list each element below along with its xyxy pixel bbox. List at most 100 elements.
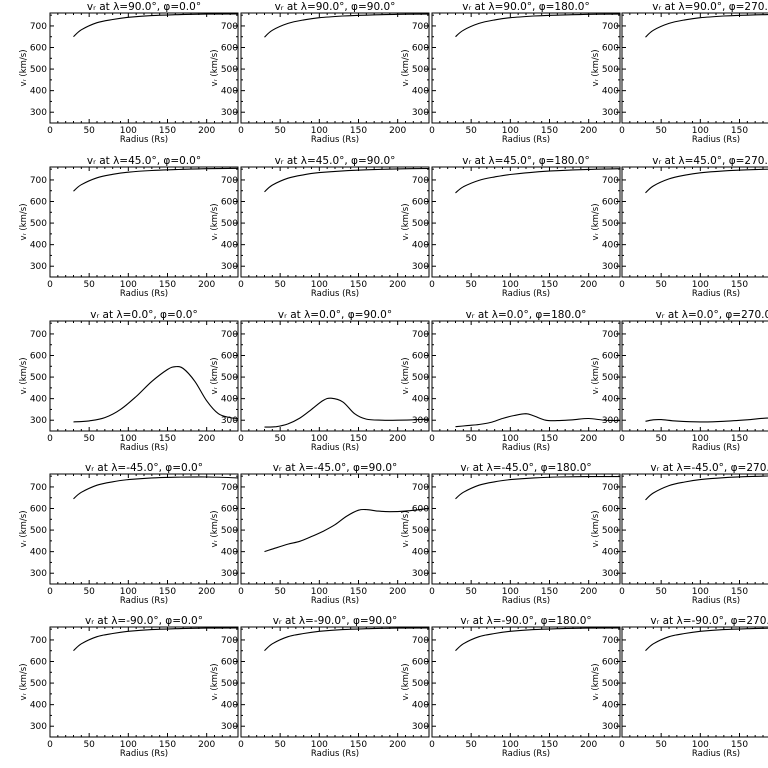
velocity-curve: [73, 476, 239, 500]
y-axis-label: vᵣ (km/s): [401, 357, 411, 394]
x-tick-label: 100: [692, 434, 709, 444]
x-tick-label: 150: [731, 280, 748, 290]
y-tick-label: 500: [602, 679, 619, 689]
velocity-curve: [645, 417, 768, 423]
x-tick-label: 50: [655, 126, 667, 136]
plot-frame: [621, 473, 768, 585]
x-tick-label: 200: [198, 587, 215, 597]
x-tick-label: 50: [274, 280, 286, 290]
y-tick-label: 300: [412, 416, 429, 426]
y-tick-label: 600: [412, 44, 429, 54]
x-tick-label: 200: [389, 587, 406, 597]
x-tick-label: 0: [429, 434, 435, 444]
x-tick-label: 100: [311, 280, 328, 290]
subplot-title: vᵣ at λ=-90.0°, φ=180.0°: [460, 615, 591, 627]
x-tick-label: 100: [311, 740, 328, 750]
x-axis-label: Radius (Rs): [311, 596, 359, 606]
y-axis-label: vᵣ (km/s): [591, 510, 601, 547]
subplot-5-2: vᵣ at λ=-90.0°, φ=90.0° 0 50 100 150 200 300 40…: [210, 615, 430, 759]
x-tick-label: 100: [311, 126, 328, 136]
y-tick-label: 600: [221, 44, 238, 54]
x-tick-label: 0: [429, 280, 435, 290]
x-tick-label: 100: [311, 587, 328, 597]
x-tick-label: 0: [619, 126, 625, 136]
y-tick-label: 400: [221, 241, 238, 251]
y-tick-label: 500: [412, 65, 429, 75]
y-tick-label: 600: [602, 352, 619, 362]
velocity-curve: [264, 627, 430, 652]
x-tick-label: 100: [502, 280, 519, 290]
y-axis-label: vᵣ (km/s): [19, 663, 29, 700]
subplot-title: vᵣ at λ=45.0°, φ=90.0°: [275, 155, 396, 167]
y-tick-label: 700: [30, 176, 47, 186]
x-tick-label: 0: [238, 587, 244, 597]
y-axis-label: vᵣ (km/s): [210, 203, 220, 240]
subplot-title: vᵣ at λ=-45.0°, φ=0.0°: [85, 462, 203, 474]
velocity-curve: [73, 13, 239, 38]
subplot-4-2: vᵣ at λ=-45.0°, φ=90.0° 0 50 100 150 200 300 40…: [210, 462, 430, 606]
y-tick-label: 600: [602, 198, 619, 208]
subplot-title: vᵣ at λ=0.0°, φ=90.0°: [278, 309, 392, 321]
x-axis-label: Radius (Rs): [120, 289, 168, 299]
subplot-title: vᵣ at λ=-45.0°, φ=180.0°: [460, 462, 591, 474]
y-tick-label: 400: [412, 87, 429, 97]
y-tick-label: 300: [221, 108, 238, 118]
y-tick-label: 400: [412, 241, 429, 251]
y-axis-label: vᵣ (km/s): [19, 357, 29, 394]
y-tick-label: 500: [221, 219, 238, 229]
x-tick-label: 100: [120, 280, 137, 290]
x-tick-label: 100: [692, 126, 709, 136]
velocity-curve: [455, 413, 621, 428]
x-tick-label: 50: [83, 126, 95, 136]
y-tick-label: 600: [221, 658, 238, 668]
y-tick-label: 500: [412, 526, 429, 536]
subplot-2-2: vᵣ at λ=45.0°, φ=90.0° 0 50 100 150 200 300 400…: [210, 155, 430, 299]
x-axis-label: Radius (Rs): [502, 749, 550, 759]
y-tick-label: 300: [412, 569, 429, 579]
y-tick-label: 500: [602, 65, 619, 75]
subplot-1-4: vᵣ at λ=90.0°, φ=270.0°05010015020030040…: [591, 1, 768, 145]
y-axis-label: vᵣ (km/s): [401, 203, 411, 240]
subplot-1-1: vᵣ at λ=90.0°, φ=0.0° 0 50 100 150 200 300 400 5…: [19, 1, 239, 145]
y-axis-label: vᵣ (km/s): [19, 203, 29, 240]
y-tick-label: 400: [602, 548, 619, 558]
y-axis-label: vᵣ (km/s): [591, 49, 601, 86]
x-tick-label: 150: [350, 126, 367, 136]
y-tick-label: 300: [602, 262, 619, 272]
y-tick-label: 600: [221, 505, 238, 515]
x-tick-label: 0: [47, 126, 53, 136]
x-tick-label: 50: [465, 434, 477, 444]
subplot-5-4: vᵣ at λ=-90.0°, φ=270.0°0501001502003004…: [591, 615, 768, 759]
y-axis-label: vᵣ (km/s): [591, 357, 601, 394]
subplot-title: vᵣ at λ=0.0°, φ=0.0°: [90, 309, 197, 321]
y-tick-label: 700: [30, 636, 47, 646]
x-tick-label: 150: [350, 280, 367, 290]
y-tick-label: 300: [602, 416, 619, 426]
x-tick-label: 100: [692, 740, 709, 750]
x-tick-label: 100: [692, 587, 709, 597]
y-tick-label: 600: [30, 44, 47, 54]
velocity-curve: [455, 476, 621, 500]
y-tick-label: 700: [412, 176, 429, 186]
subplot-title: vᵣ at λ=90.0°, φ=90.0°: [275, 1, 396, 13]
subplot-4-3: vᵣ at λ=-45.0°, φ=180.0° 0 50 100 150 200 300 4…: [401, 462, 621, 606]
y-tick-label: 300: [30, 416, 47, 426]
velocity-curve: [645, 627, 768, 652]
subplot-3-2: vᵣ at λ=0.0°, φ=90.0° 0 50 100 150 200 300 400 5…: [210, 309, 430, 453]
x-tick-label: 150: [731, 434, 748, 444]
subplot-2-1: vᵣ at λ=45.0°, φ=0.0° 0 50 100 150 200 300 400 5…: [19, 155, 239, 299]
y-tick-label: 500: [221, 373, 238, 383]
x-axis-label: Radius (Rs): [120, 596, 168, 606]
y-tick-label: 400: [412, 701, 429, 711]
x-tick-label: 0: [619, 434, 625, 444]
x-tick-label: 50: [83, 434, 95, 444]
x-tick-label: 50: [274, 740, 286, 750]
y-tick-label: 300: [30, 108, 47, 118]
y-tick-label: 500: [30, 526, 47, 536]
y-tick-label: 500: [602, 219, 619, 229]
y-axis-label: vᵣ (km/s): [210, 357, 220, 394]
x-tick-label: 100: [120, 740, 137, 750]
x-tick-label: 150: [541, 280, 558, 290]
y-tick-label: 600: [412, 198, 429, 208]
subplot-5-1: vᵣ at λ=-90.0°, φ=0.0° 0 50 100 150 200 300 400…: [19, 615, 239, 759]
